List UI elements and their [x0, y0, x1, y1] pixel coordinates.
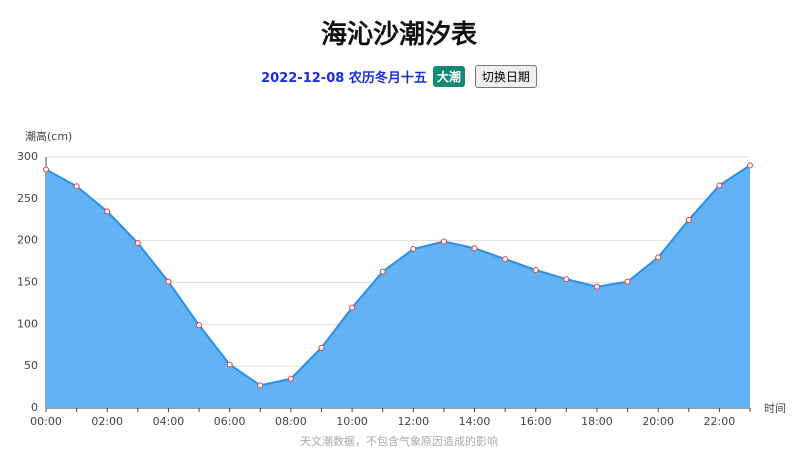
switch-date-button[interactable]: 切换日期 — [474, 65, 537, 88]
point — [318, 344, 325, 351]
x-tick-label: 00:00 — [30, 415, 62, 428]
footnote: 天文潮数据，不包含气象原因造成的影响 — [300, 434, 498, 448]
x-tick-label: 22:00 — [704, 415, 736, 428]
line — [45, 164, 751, 387]
y-tick-label: 0 — [31, 401, 38, 414]
x-tick-label: 16:00 — [520, 415, 552, 428]
x-tick-label: 14:00 — [459, 415, 491, 428]
x-tick-label: 20:00 — [642, 415, 674, 428]
point — [563, 276, 570, 283]
date: 2022-12-08 — [261, 71, 345, 86]
x-tick-label: 02:00 — [91, 415, 123, 428]
date-group: 2022-12-08 农历冬月十五 — [261, 67, 427, 86]
y-tick-label: 100 — [17, 317, 38, 330]
point — [43, 166, 49, 173]
point — [685, 216, 692, 223]
point — [747, 162, 753, 169]
x-tick-label: 12:00 — [397, 415, 429, 428]
point — [593, 283, 600, 290]
x-axis-label: 时间 — [764, 402, 786, 415]
point — [410, 246, 417, 253]
point — [104, 208, 111, 215]
tide-badge: 大潮 — [432, 66, 465, 87]
lunar-date: 农历冬月十五 — [348, 71, 427, 86]
y-tick-label: 50 — [24, 359, 38, 372]
point — [532, 266, 539, 273]
point — [716, 182, 723, 189]
y-tick-label: 150 — [17, 276, 38, 289]
y-tick-label: 300 — [17, 150, 38, 163]
title: 海沁沙潮汐表 — [320, 20, 477, 50]
x-tick-label: 08:00 — [275, 415, 307, 428]
point — [226, 361, 233, 368]
subtitle-row: 2022-12-08 农历冬月十五 大潮 切换日期 — [0, 65, 798, 88]
x-tick-label: 10:00 — [336, 415, 368, 428]
point — [624, 278, 631, 285]
point — [196, 322, 203, 329]
point — [287, 375, 294, 382]
x-tick-label: 06:00 — [214, 415, 246, 428]
area — [46, 165, 750, 408]
point — [440, 238, 447, 245]
y-tick-label: 200 — [17, 234, 38, 247]
y-tick-label: 250 — [17, 192, 38, 205]
y-axis-label: 潮高(cm) — [25, 129, 72, 143]
point — [165, 278, 172, 285]
x-tick-label: 18:00 — [581, 415, 613, 428]
point — [379, 268, 386, 275]
point — [134, 240, 141, 247]
point — [73, 183, 80, 190]
point — [502, 256, 509, 263]
point — [471, 245, 478, 252]
x-tick-label: 04:00 — [153, 415, 185, 428]
point — [349, 304, 356, 311]
point — [655, 254, 662, 261]
point — [257, 382, 264, 389]
